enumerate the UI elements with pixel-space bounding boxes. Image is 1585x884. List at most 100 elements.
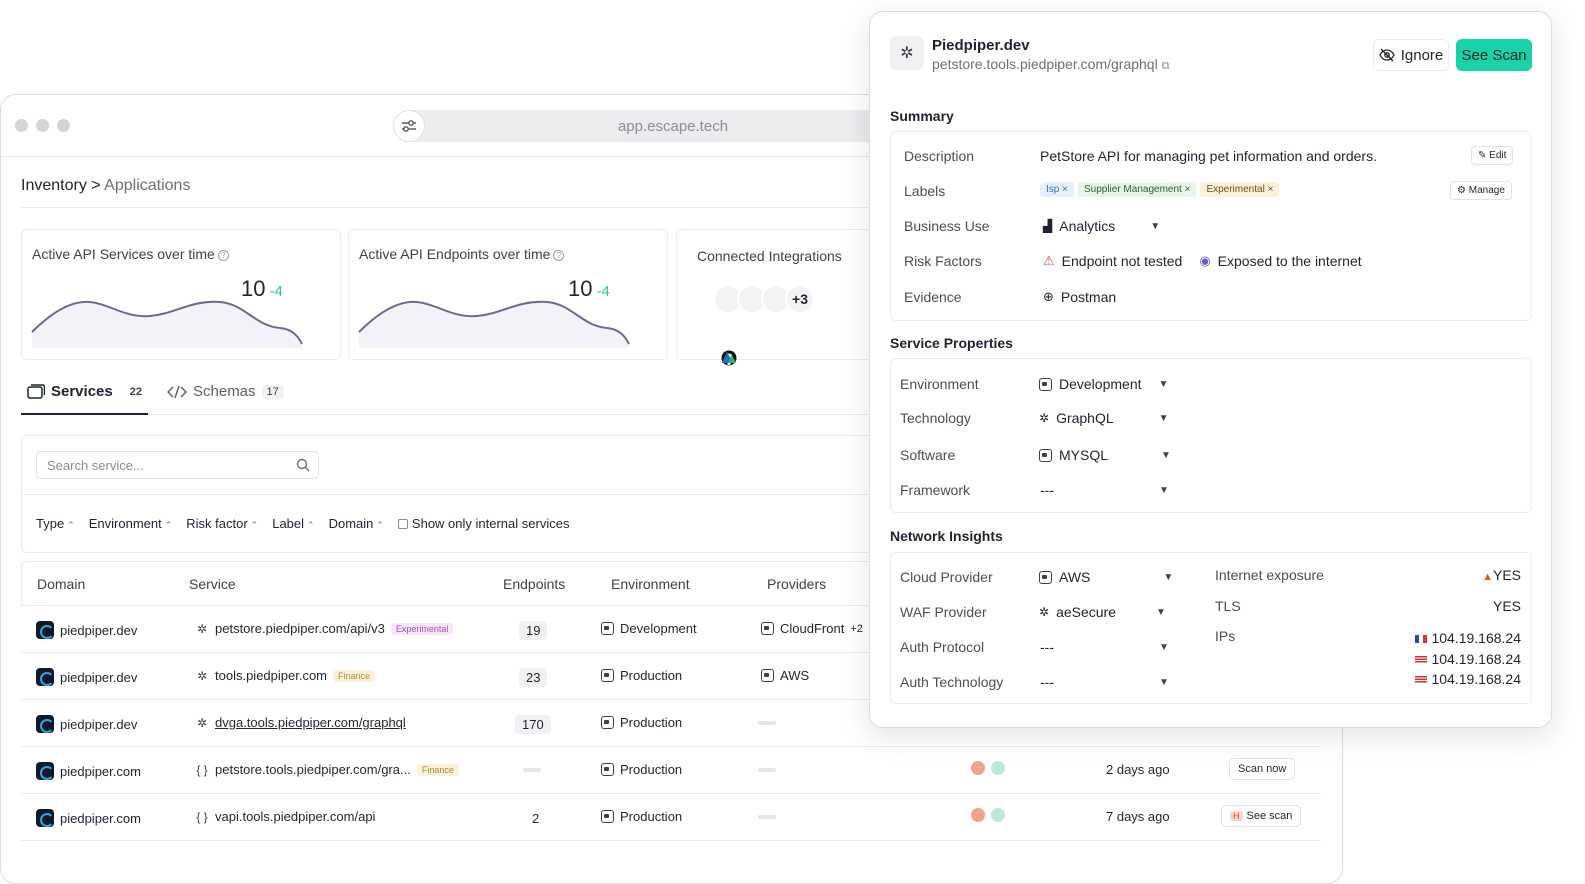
filter-type[interactable]: Type ⌃ xyxy=(36,516,75,531)
more-integrations-count[interactable]: +3 xyxy=(785,284,815,314)
active-endpoints-card: Active API Endpoints over time? 10 -4 xyxy=(348,229,668,360)
label-badge: Experimental xyxy=(390,622,454,635)
database-icon xyxy=(991,761,1005,775)
ips-label: IPs xyxy=(1215,628,1236,644)
column-header-endpoints[interactable]: Endpoints xyxy=(503,576,566,592)
us-flag-icon xyxy=(1415,676,1428,684)
evidence-value[interactable]: ⊕ Postman xyxy=(1043,289,1117,305)
column-header-environment[interactable]: Environment xyxy=(611,576,690,592)
chart-icon: ▟ xyxy=(1043,219,1053,233)
help-icon[interactable]: ? xyxy=(553,250,565,261)
service-cell: { } vapi.tools.piedpiper.com/api xyxy=(196,809,376,824)
france-flag-icon xyxy=(1415,635,1428,643)
environment-select[interactable]: Development ▼ xyxy=(1039,376,1168,392)
chevron-down-icon: ▼ xyxy=(1158,412,1169,424)
label-chip[interactable]: Isp × xyxy=(1040,182,1074,197)
table-row[interactable]: piedpiper.dev ✲ petstore.piedpiper.com/ap… xyxy=(21,605,1321,652)
framework-select[interactable]: --- ▼ xyxy=(1040,482,1169,498)
see-scan-button[interactable]: H See scan xyxy=(1221,805,1302,827)
tls-value: YES xyxy=(1492,598,1521,614)
tab-services[interactable]: Services 22 xyxy=(27,383,147,400)
column-header-service[interactable]: Service xyxy=(189,576,236,592)
eye-off-icon xyxy=(1378,48,1395,62)
waf-provider-select[interactable]: ✲ aeSecure ▼ xyxy=(1039,604,1166,620)
last-scan-time: 7 days ago xyxy=(1106,809,1170,824)
provider-empty xyxy=(758,815,776,819)
chevron-down-icon: ▼ xyxy=(1161,449,1171,461)
cloud-icon xyxy=(1039,570,1052,584)
card-delta: -4 xyxy=(269,283,283,300)
filter-domain[interactable]: Domain ⌃ xyxy=(328,516,384,531)
internal-services-checkbox[interactable]: Show only internal services xyxy=(397,516,569,531)
window-close-dot[interactable] xyxy=(15,119,28,132)
help-icon[interactable]: ? xyxy=(217,250,229,261)
code-icon xyxy=(167,385,187,398)
column-header-domain[interactable]: Domain xyxy=(37,576,86,592)
last-scan-time: 2 days ago xyxy=(1106,762,1170,777)
window-maximize-dot[interactable] xyxy=(57,119,70,132)
service-cell: ✲ petstore.piedpiper.com/api/v3 Experiment… xyxy=(195,621,454,636)
address-bar[interactable]: app.escape.tech xyxy=(393,110,953,142)
table-row[interactable]: piedpiper.dev ✲ dvga.tools.piedpiper.com/… xyxy=(21,699,1321,746)
auth-protocol-select[interactable]: --- ▼ xyxy=(1040,639,1169,655)
column-header-providers[interactable]: Providers xyxy=(767,576,827,592)
technology-select[interactable]: ✲ GraphQL ▼ xyxy=(1039,410,1169,426)
ignore-button[interactable]: Ignore xyxy=(1373,39,1449,71)
search-icon[interactable] xyxy=(296,458,310,472)
table-header: Domain Service Endpoints Environment Pro… xyxy=(21,561,1321,605)
endpoints-cell: 170 xyxy=(515,715,551,734)
endpoints-cell: 19 xyxy=(519,621,548,640)
graphql-icon: ✲ xyxy=(1039,411,1050,425)
breadcrumb-current: Applications xyxy=(104,177,191,194)
services-table: Domain Service Endpoints Environment Pro… xyxy=(21,561,1321,883)
auth-technology-select[interactable]: --- ▼ xyxy=(1040,674,1169,690)
label-chip[interactable]: Experimental × xyxy=(1200,182,1280,197)
network-insights-title: Network Insights xyxy=(890,528,1003,544)
chevron-down-icon: ▼ xyxy=(1150,220,1161,232)
search-input[interactable]: Search service... xyxy=(36,451,319,479)
provider-cell: AWS xyxy=(761,668,809,683)
edit-button[interactable]: ✎ Edit xyxy=(1471,146,1514,165)
label-chips: Isp × Supplier Management × Experimental… xyxy=(1040,182,1283,197)
business-use-select[interactable]: ▟ Analytics ▼ xyxy=(1043,218,1161,234)
see-scan-button[interactable]: See Scan xyxy=(1456,39,1532,71)
table-row[interactable]: piedpiper.dev ✲ tools.piedpiper.com Financ… xyxy=(21,652,1321,699)
card-value: 10 -4 xyxy=(568,276,610,301)
manage-labels-button[interactable]: ⚙ Manage xyxy=(1450,181,1512,200)
environment-cell: Production xyxy=(601,668,682,683)
environment-icon xyxy=(601,810,614,823)
cloud-provider-select[interactable]: AWS ▼ xyxy=(1039,569,1173,585)
window-minimize-dot[interactable] xyxy=(36,119,49,132)
tab-schemas[interactable]: Schemas 17 xyxy=(167,383,284,400)
internet-exposure-label: Internet exposure xyxy=(1215,567,1324,583)
breadcrumb-root[interactable]: Inventory xyxy=(21,177,87,194)
service-link[interactable]: dvga.tools.piedpiper.com/graphql xyxy=(215,715,406,730)
domain-cell: piedpiper.com xyxy=(36,809,141,827)
panel-subtitle: petstore.tools.piedpiper.com/graphql ⧉ xyxy=(932,56,1170,72)
filter-environment[interactable]: Environment ⌃ xyxy=(88,516,173,531)
filter-risk-factor[interactable]: Risk factor ⌃ xyxy=(186,516,259,531)
address-url: app.escape.tech xyxy=(617,117,729,135)
braces-icon: { } xyxy=(196,762,208,777)
search-placeholder: Search service... xyxy=(47,458,144,473)
software-select[interactable]: MYSQL ▼ xyxy=(1039,447,1171,463)
ip-item: 104.19.168.24 xyxy=(1415,649,1521,670)
chevron-down-icon: ▼ xyxy=(1156,606,1166,618)
description-text: PetStore API for managing pet informatio… xyxy=(1040,148,1377,164)
table-row[interactable]: piedpiper.com { } petstore.tools.piedpipe… xyxy=(21,746,1321,793)
globe-icon: ⊕ xyxy=(1043,289,1054,304)
environment-cell: Production xyxy=(601,809,682,824)
graphql-icon: ✲ xyxy=(196,668,208,683)
filter-label[interactable]: Label ⌃ xyxy=(272,516,315,531)
scan-now-button[interactable]: Scan now xyxy=(1229,758,1296,780)
environment-icon xyxy=(601,669,614,682)
label-badge: Finance xyxy=(333,669,376,682)
environment-cell: Development xyxy=(601,621,697,636)
graphql-logo-icon: ✲ xyxy=(890,36,924,70)
table-row[interactable]: piedpiper.com { } vapi.tools.piedpiper.co… xyxy=(21,793,1321,840)
chevron-down-icon: ▼ xyxy=(1159,641,1169,653)
copy-icon[interactable]: ⧉ xyxy=(1161,60,1170,72)
endpoints-cell: 23 xyxy=(519,668,548,687)
site-settings-icon[interactable] xyxy=(393,110,425,142)
label-chip[interactable]: Supplier Management × xyxy=(1077,182,1197,197)
